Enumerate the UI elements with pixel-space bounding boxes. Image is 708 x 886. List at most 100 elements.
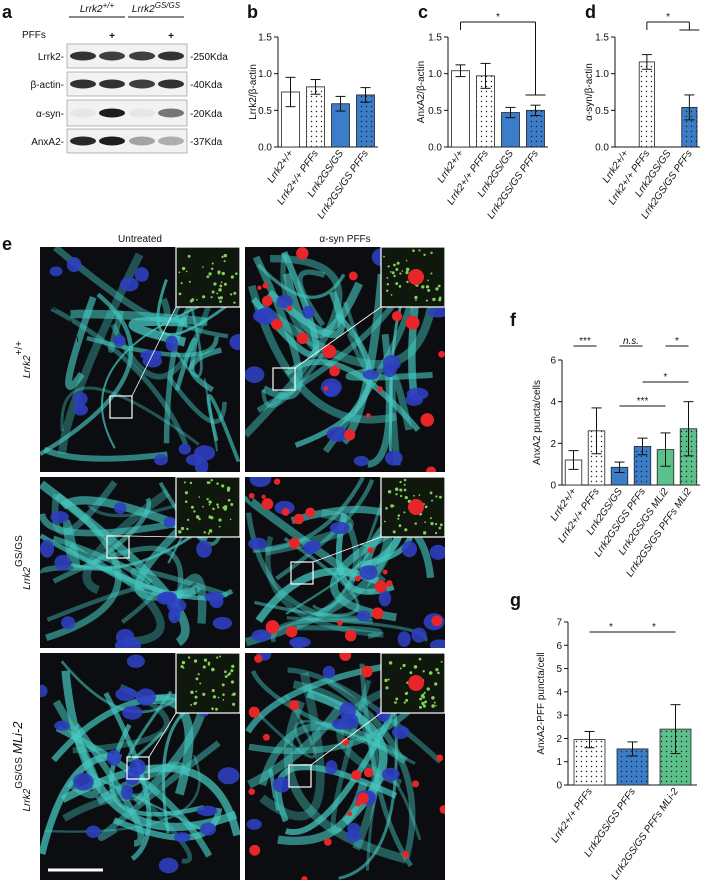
inset-puncta	[202, 266, 204, 268]
actin-fiber	[40, 480, 190, 647]
inset-puncta	[399, 494, 403, 498]
inset-puncta	[207, 532, 210, 535]
pff-aggregate	[289, 537, 300, 549]
inset-puncta	[178, 271, 181, 274]
nucleus	[122, 705, 143, 720]
nucleus	[378, 590, 392, 607]
gene: Lrrk2	[132, 4, 155, 15]
plus-sign: +	[168, 31, 174, 42]
inset-puncta	[429, 491, 433, 495]
inset-puncta	[434, 682, 438, 686]
zoom-line	[148, 712, 177, 758]
inset-puncta	[195, 690, 198, 693]
nucleus	[251, 629, 272, 642]
inset-puncta	[397, 517, 400, 520]
stain-legend: AnxA2	[48, 302, 78, 313]
nucleus	[106, 749, 122, 766]
pff-aggregate	[382, 569, 388, 575]
micrograph	[245, 247, 445, 472]
nucleus	[302, 305, 315, 319]
nucleus	[54, 554, 71, 571]
nucleus	[248, 537, 268, 551]
inset-puncta	[195, 677, 199, 681]
pff-aggregate	[439, 805, 445, 814]
inset-puncta	[211, 707, 214, 711]
actin-fiber	[137, 793, 193, 864]
inset-puncta	[184, 500, 188, 503]
y-tick-label: 0	[550, 481, 556, 492]
nucleus	[61, 616, 76, 630]
inset-puncta	[222, 699, 225, 701]
inset-puncta	[430, 272, 433, 275]
nucleus	[73, 403, 89, 416]
inset-puncta	[203, 531, 206, 534]
inset-aggregate	[408, 675, 424, 691]
significance-label: *	[666, 12, 670, 23]
nucleus	[196, 540, 212, 558]
inset-puncta	[396, 261, 400, 265]
nucleus	[381, 767, 400, 782]
inset-puncta	[433, 701, 436, 704]
pff-aggregate	[371, 607, 384, 620]
micrograph	[245, 477, 445, 648]
inset-puncta	[210, 478, 213, 482]
inset-puncta	[384, 520, 386, 523]
bar	[638, 61, 655, 148]
pff-aggregate	[351, 769, 362, 781]
genotype-header: Lrrk2GS/GS	[132, 1, 181, 15]
nucleus	[73, 392, 88, 406]
blot-size: -250Kda	[190, 52, 228, 63]
blot-band	[158, 79, 184, 89]
actin-fiber	[284, 359, 421, 432]
inset-puncta	[431, 704, 435, 708]
inset-puncta	[435, 287, 439, 291]
blot-band	[129, 108, 155, 118]
significance-label: *	[675, 336, 679, 347]
inset-puncta	[435, 522, 438, 526]
inset-puncta	[406, 681, 409, 684]
pff-aggregate	[420, 413, 435, 427]
pff-aggregate	[412, 780, 420, 788]
actin-fiber	[282, 272, 363, 339]
inset-puncta	[405, 267, 410, 272]
inset-puncta	[435, 495, 438, 498]
inset-puncta	[213, 282, 217, 286]
column-header: Untreated	[118, 234, 162, 245]
row-label: Lrrk2GS/GS	[14, 535, 33, 590]
inset-puncta	[389, 270, 392, 273]
inset-puncta	[390, 294, 393, 296]
nucleus	[339, 702, 356, 720]
blot-band	[70, 108, 96, 118]
nucleus	[114, 640, 130, 648]
inset-puncta	[392, 504, 395, 507]
nucleus	[194, 445, 216, 461]
nucleus	[325, 760, 338, 775]
actin-fiber	[70, 309, 208, 327]
blot-size: -40Kda	[190, 80, 223, 91]
micrograph	[245, 653, 445, 880]
pff-aggregate	[248, 706, 260, 718]
gene: Lrrk2	[80, 4, 103, 15]
inset-aggregate	[408, 499, 424, 515]
nucleus	[196, 805, 218, 817]
inset-puncta	[437, 284, 441, 288]
nucleus	[411, 627, 427, 643]
inset-puncta	[221, 255, 224, 259]
pff-aggregate	[402, 851, 409, 858]
inset-puncta	[189, 481, 193, 485]
inset-puncta	[422, 695, 426, 699]
significance-label: ***	[579, 336, 591, 347]
inset-puncta	[198, 517, 201, 521]
inset-puncta	[219, 284, 223, 288]
inset-puncta	[421, 285, 425, 289]
nucleus	[156, 592, 176, 605]
inset-puncta	[393, 701, 396, 704]
genotype: GS/GS	[14, 535, 25, 567]
blot-label: Lrrk2-	[38, 52, 64, 63]
inset-puncta	[211, 290, 215, 294]
pff-aggregate	[374, 580, 387, 593]
nucleus	[85, 825, 101, 839]
inset-puncta	[180, 282, 183, 285]
pff-aggregate	[391, 310, 403, 322]
inset-puncta	[233, 291, 237, 295]
